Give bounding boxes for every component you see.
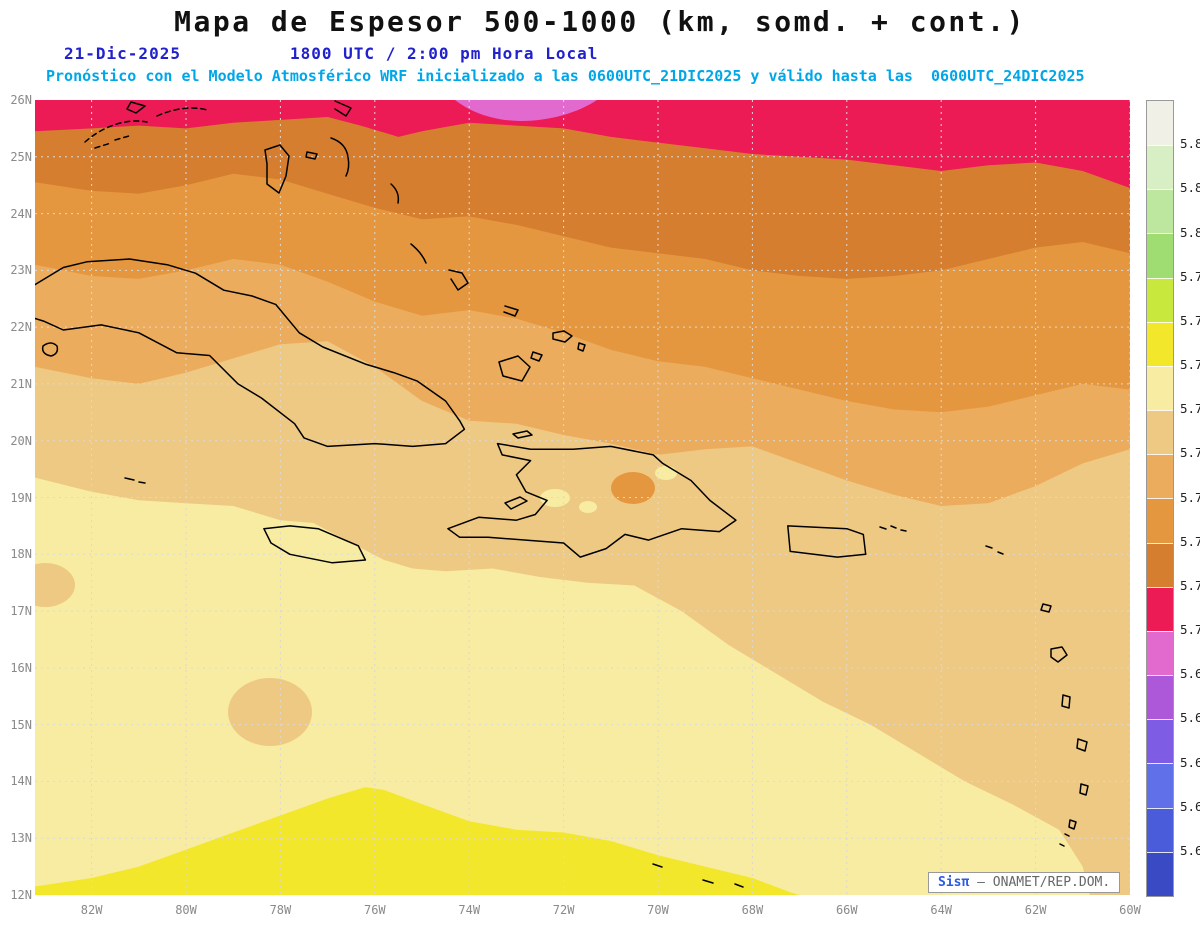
patch-tan-left-edge [35,563,75,607]
lon-tick-label: 72W [552,903,575,917]
band-yellow-south [35,787,800,895]
colorbar-segment [1147,145,1173,190]
colorbar-segment [1147,233,1173,278]
lat-tick-label: 22N [10,320,32,335]
lon-tick-label: 62W [1024,903,1047,917]
lon-tick-label: 70W [647,903,669,917]
lat-tick-label: 12N [10,888,32,902]
colorbar-tick-label: 5.724 [1180,533,1200,549]
time-label: 1800 UTC / 2:00 pm Hora Local [290,44,599,63]
lat-tick-label: 24N [10,206,32,221]
coastline-bahamas [264,100,586,382]
colorbar-tick-label: 5.807 [1180,224,1200,240]
colorbar-segment [1147,719,1173,764]
lat-tick-label: 13N [10,831,32,846]
patch-pale-yellow-haiti-2 [579,501,597,513]
lon-tick-label: 80W [175,903,197,917]
colorbar-tick-label: 5.652 [1180,798,1200,814]
forecast-line: Pronóstico con el Modelo Atmosférico WRF… [46,67,1085,85]
lon-tick-label: 74W [458,903,481,917]
colorbar-segment [1147,542,1173,587]
coastline-florida-tip [126,101,146,114]
coastline-abc-islands [652,863,744,888]
date-label: 21-Dic-2025 [64,44,181,63]
lon-tick-label: 60W [1119,903,1141,917]
lat-tick-label: 15N [10,717,32,732]
colorbar-segment [1147,454,1173,499]
thickness-map [35,100,1130,895]
lon-tick-label: 68W [741,903,764,917]
lat-tick-label: 17N [10,604,32,619]
gridlines [35,100,1130,895]
lon-tick-label: 82W [80,903,103,917]
colorbar-segment [1147,321,1173,366]
colorbar-labels: 5.831 5.819 5.807 5.795 5.783 5.772 5.76 5.748 5… [1180,100,1200,895]
colorbar-tick-label: 5.819 [1180,180,1200,196]
coastline-puerto-rico [787,525,867,558]
colorbar-tick-label: 5.676 [1180,710,1200,726]
coastline-cayman [124,477,146,484]
page-title: Mapa de Espesor 500-1000 (km, somd. + co… [174,5,1026,38]
lat-tick-label: 16N [10,660,32,675]
lon-tick-label: 64W [930,903,953,917]
lon-tick-label: 78W [269,903,292,917]
colorbar-tick-label: 5.772 [1180,357,1200,372]
colorbar-segment [1147,763,1173,808]
lat-tick-label: 25N [10,149,32,164]
coastlines [35,100,1089,893]
credit-brand: Sisπ [938,875,970,890]
band-magenta [455,100,597,121]
colorbar-tick-label: 5.795 [1180,268,1200,284]
coastline-jamaica [263,525,367,564]
patch-tan-south-of-cuba [228,678,312,746]
colorbar-tick-label: 5.712 [1180,577,1200,593]
coastline-isla-juventud [41,342,59,357]
colorbar-segment [1147,586,1173,631]
colorbar-segment [1147,277,1173,322]
patch-pale-yellow-haiti-1 [540,489,570,507]
coastline-hispaniola [447,442,737,558]
lat-tick-label: 21N [10,376,32,391]
lon-tick-label: 76W [363,903,386,917]
colorbar-tick-label: 5.664 [1180,754,1200,770]
lat-tick-label: 19N [10,490,32,505]
map-area [35,100,1130,895]
lat-tick-label: 26N [10,93,32,107]
coastline-florida-keys [84,107,208,149]
lat-tick-label: 14N [10,774,32,789]
coastline-virgin-islands [879,525,907,532]
colorbar-segment [1147,498,1173,543]
colorbar-tick-label: 5.783 [1180,312,1200,328]
colorbar-tick-label: 5.748 [1180,445,1200,461]
colorbar-segment [1147,410,1173,455]
lat-tick-label: 23N [10,263,32,278]
colorbar-tick-label: 5.688 [1180,666,1200,682]
colorbar-segment [1147,675,1173,720]
colorbar-tick-label: 5.7 [1180,622,1200,637]
colorbar-segment [1147,189,1173,234]
colorbar-segment [1147,807,1173,852]
credit-org: – ONAMET/REP.DOM. [977,875,1111,890]
coastline-tortuga [512,430,533,439]
lat-tick-label: 20N [10,433,32,448]
colorbar-tick-label: 5.64 [1180,842,1200,858]
colorbar-segment [1147,851,1173,896]
coastline-gonave [504,496,528,510]
colorbar-tick-label: 5.736 [1180,489,1200,505]
patch-orange-hispaniola [611,472,655,504]
colorbar-segment [1147,365,1173,411]
lat-tick-label: 18N [10,547,32,562]
credit-box: Sisπ – ONAMET/REP.DOM. [928,872,1121,893]
lon-tick-label: 66W [835,903,858,917]
colorbar-segment [1147,101,1173,146]
band-crimson [35,100,1130,188]
colorbar-tick-label: 5.76 [1180,401,1200,417]
colorbar-tick-label: 5.831 [1180,136,1200,152]
colorbar [1146,100,1174,897]
coastline-cuba [35,258,466,448]
colorbar-segment [1147,630,1173,676]
